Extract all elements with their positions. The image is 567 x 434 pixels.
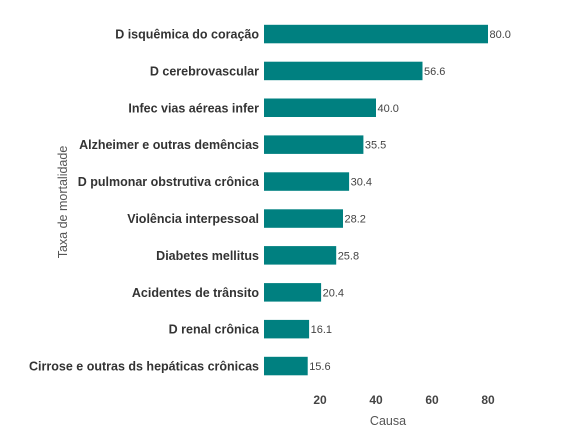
bars-group <box>264 24 488 376</box>
value-label: 30.4 <box>351 177 372 189</box>
category-labels: D isquêmica do coração D cerebrovascular I… <box>29 28 260 374</box>
bar <box>264 356 308 376</box>
x-axis-title: Causa <box>370 414 406 428</box>
bar <box>264 98 376 117</box>
category-label: D renal crônica <box>169 323 260 337</box>
category-label: Diabetes mellitus <box>156 249 259 263</box>
value-label: 15.6 <box>309 361 330 373</box>
bar <box>264 209 343 228</box>
category-label: D pulmonar obstrutiva crônica <box>78 175 260 189</box>
value-label: 56.6 <box>424 66 445 78</box>
bar <box>264 135 364 154</box>
value-label: 25.8 <box>338 250 359 262</box>
bar <box>264 283 322 302</box>
category-label: Cirrose e outras ds hepáticas crônicas <box>29 360 259 374</box>
bar <box>264 24 488 44</box>
category-label: Infec vias aéreas infer <box>128 101 259 115</box>
bar <box>264 61 423 81</box>
value-label: 28.2 <box>345 214 366 226</box>
category-label: D isquêmica do coração <box>115 28 259 42</box>
category-label: Violência interpessoal <box>127 212 259 226</box>
value-label: 16.1 <box>311 324 332 336</box>
category-label: Alzheimer e outras demências <box>79 138 259 152</box>
value-label: 40.0 <box>378 103 399 115</box>
x-tick-label: 80 <box>481 393 495 407</box>
bar <box>264 172 350 191</box>
value-label: 80.0 <box>490 29 511 41</box>
category-label: Acidentes de trânsito <box>132 286 259 300</box>
x-tick-label: 60 <box>425 393 439 407</box>
x-tick-label: 40 <box>369 393 383 407</box>
bar <box>264 319 310 339</box>
value-label: 35.5 <box>365 140 386 152</box>
category-label: D cerebrovascular <box>150 64 259 78</box>
x-tick-label: 20 <box>313 393 327 407</box>
bar <box>264 246 337 265</box>
x-tick-labels: 20 40 60 80 <box>313 393 495 407</box>
value-labels: 80.0 56.6 40.0 35.5 30.4 28.2 25.8 20.4 16.1 15.6 <box>309 29 511 373</box>
value-label: 20.4 <box>323 287 344 299</box>
y-axis-title: Taxa de mortalidade <box>56 146 70 259</box>
